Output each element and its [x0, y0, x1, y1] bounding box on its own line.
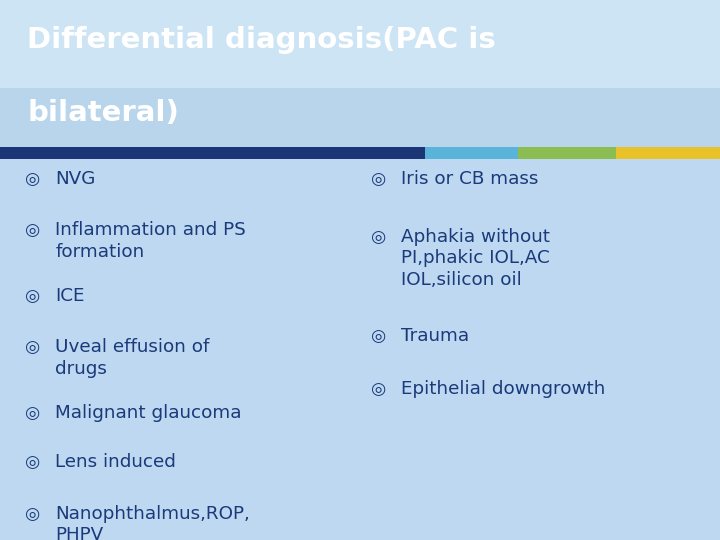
FancyBboxPatch shape	[0, 87, 720, 159]
FancyBboxPatch shape	[0, 0, 720, 159]
Text: ◎: ◎	[25, 453, 40, 470]
Text: Aphakia without
PI,phakic IOL,AC
IOL,silicon oil: Aphakia without PI,phakic IOL,AC IOL,sil…	[401, 228, 550, 289]
Text: Differential diagnosis(PAC is: Differential diagnosis(PAC is	[27, 26, 496, 55]
Text: ◎: ◎	[25, 505, 40, 523]
Text: ICE: ICE	[55, 287, 85, 305]
Text: Nanophthalmus,ROP,
PHPV: Nanophthalmus,ROP, PHPV	[55, 505, 250, 540]
Text: ◎: ◎	[371, 380, 386, 398]
FancyBboxPatch shape	[0, 147, 425, 159]
Text: NVG: NVG	[55, 170, 96, 188]
Text: ◎: ◎	[25, 170, 40, 188]
Text: ◎: ◎	[25, 287, 40, 305]
Text: Trauma: Trauma	[401, 327, 469, 345]
Text: Lens induced: Lens induced	[55, 453, 176, 470]
Text: ◎: ◎	[371, 327, 386, 345]
Text: Inflammation and PS
formation: Inflammation and PS formation	[55, 221, 246, 261]
Text: ◎: ◎	[25, 404, 40, 422]
Text: ◎: ◎	[371, 170, 386, 188]
Text: ◎: ◎	[371, 228, 386, 246]
Text: Epithelial downgrowth: Epithelial downgrowth	[401, 380, 606, 398]
Text: ◎: ◎	[25, 338, 40, 356]
FancyBboxPatch shape	[518, 147, 616, 159]
FancyBboxPatch shape	[425, 147, 518, 159]
Text: ◎: ◎	[25, 221, 40, 239]
Text: Iris or CB mass: Iris or CB mass	[401, 170, 539, 188]
FancyBboxPatch shape	[616, 147, 720, 159]
Text: Malignant glaucoma: Malignant glaucoma	[55, 404, 242, 422]
Text: bilateral): bilateral)	[27, 99, 179, 127]
Text: Uveal effusion of
drugs: Uveal effusion of drugs	[55, 338, 210, 377]
